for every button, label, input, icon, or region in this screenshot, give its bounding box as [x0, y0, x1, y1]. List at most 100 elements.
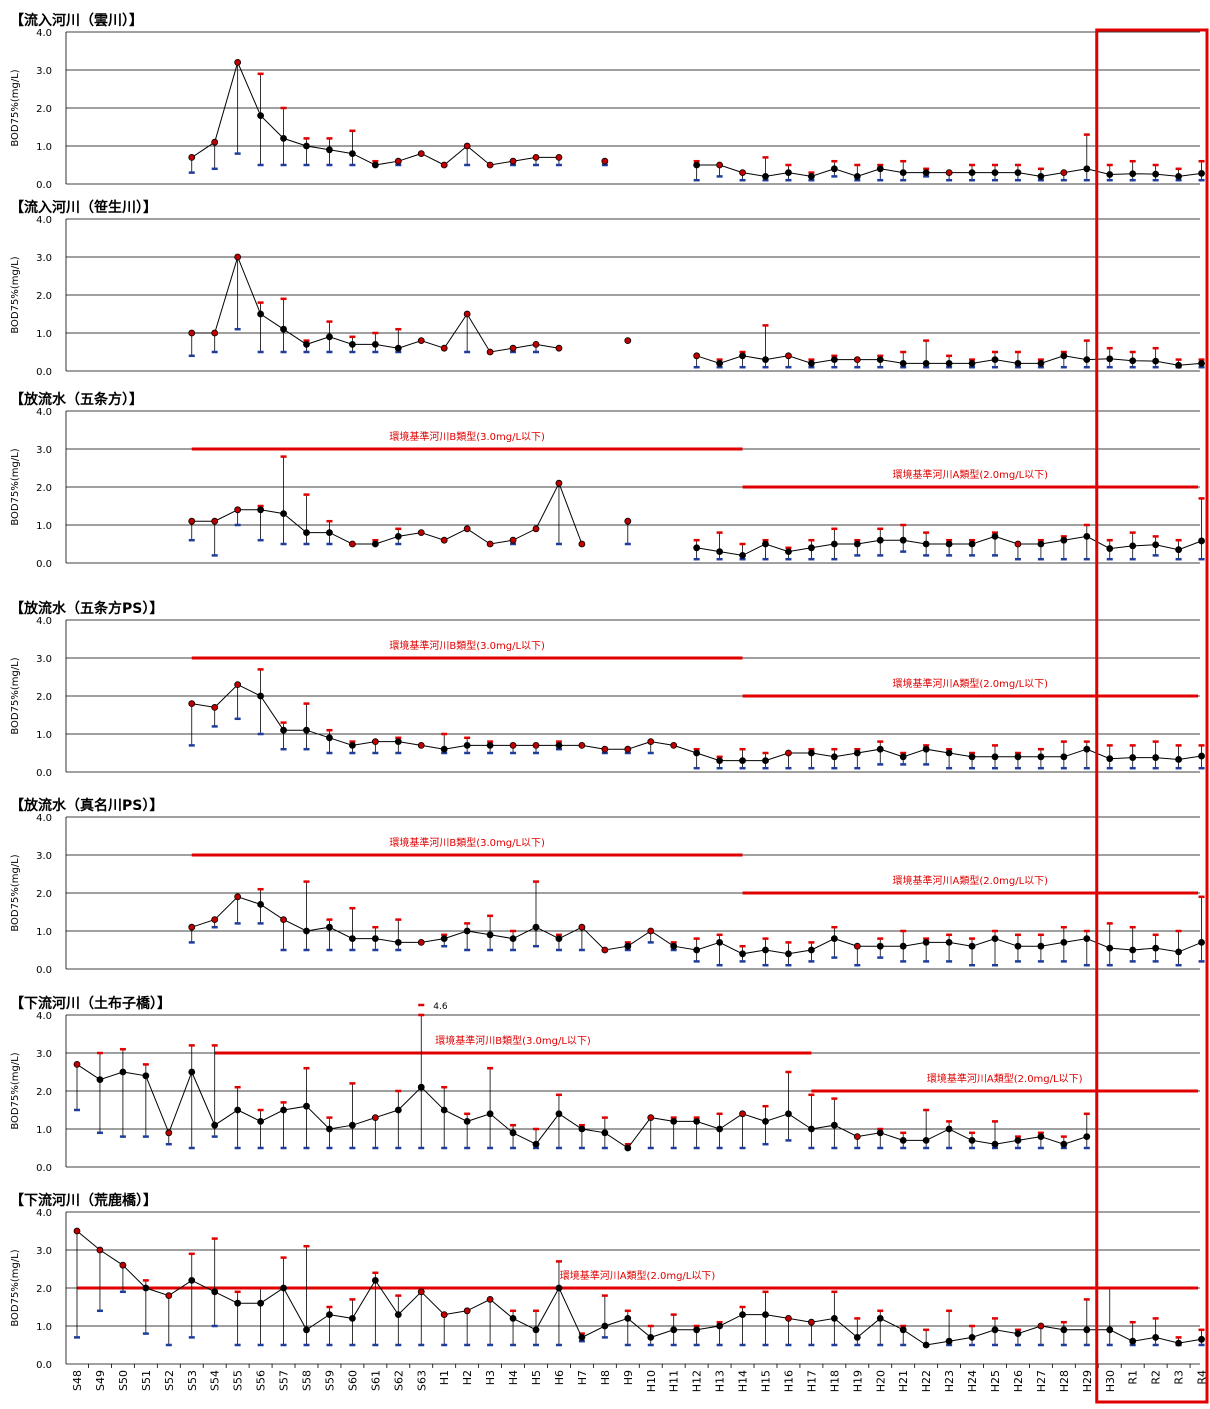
data-point: [509, 157, 517, 165]
data-point: [1060, 1140, 1068, 1148]
y-tick-label: 4.0: [36, 1011, 52, 1022]
data-point: [532, 525, 540, 533]
data-point: [876, 165, 884, 173]
data-point: [578, 742, 586, 749]
data-point: [440, 1311, 448, 1318]
data-point: [234, 893, 242, 901]
y-axis-label: BOD75%(mg/L): [10, 256, 21, 333]
x-tick-label: H3: [484, 1370, 497, 1385]
data-point: [326, 1125, 333, 1133]
panel-1: 【流入河川（笹生川）】 0.0 1.0 2.0 3.0 4.0 BOD75%(mg/L): [10, 199, 1205, 378]
data-point: [624, 1144, 632, 1152]
data-point: [876, 745, 884, 753]
data-point: [670, 742, 678, 749]
data-point: [899, 942, 907, 950]
data-point: [945, 1337, 953, 1345]
data-point: [991, 356, 999, 364]
data-point: [96, 1246, 104, 1254]
x-tick-label: H29: [1081, 1370, 1094, 1392]
y-tick-label: 1.0: [36, 142, 52, 153]
data-point: [463, 142, 471, 150]
x-tick-label: H20: [874, 1370, 887, 1392]
x-tick-label: H27: [1035, 1370, 1048, 1392]
data-point: [394, 738, 402, 745]
standard-label: 環境基準河川A類型(2.0mg/L以下): [560, 1269, 716, 1282]
data-point: [486, 1296, 494, 1303]
y-tick-label: 3.0: [36, 1246, 52, 1257]
data-point: [1106, 755, 1114, 763]
standard-label: 環境基準河川B類型(3.0mg/L以下): [389, 836, 545, 849]
data-point: [371, 161, 379, 169]
data-point: [853, 749, 861, 757]
y-tick-label: 0.0: [36, 559, 52, 570]
data-point: [1037, 1133, 1045, 1140]
data-point: [532, 340, 540, 348]
data-point: [739, 552, 746, 559]
data-point: [211, 329, 219, 337]
x-tick-label: H4: [507, 1370, 520, 1385]
y-tick-label: 1.0: [36, 730, 52, 741]
data-point: [142, 1284, 150, 1292]
data-point: [440, 745, 448, 753]
data-point: [486, 540, 494, 548]
panel-title: 【下流河川（荒鹿橋）】: [10, 1192, 157, 1209]
data-point: [417, 939, 425, 946]
data-point: [165, 1292, 173, 1299]
y-tick-label: 2.0: [36, 104, 52, 115]
data-point: [624, 337, 632, 345]
standard-label: 環境基準河川B類型(3.0mg/L以下): [389, 430, 545, 443]
y-tick-label: 4.0: [36, 407, 52, 418]
x-tick-label: S51: [140, 1370, 153, 1391]
data-point: [371, 935, 379, 942]
data-point: [876, 536, 884, 544]
data-point: [348, 1121, 356, 1129]
data-point: [440, 161, 448, 169]
y-tick-label: 3.0: [36, 445, 52, 456]
data-point: [991, 1326, 999, 1334]
data-point: [1129, 946, 1137, 954]
data-point: [785, 1110, 792, 1118]
x-tick-label: H17: [805, 1370, 818, 1392]
data-point: [532, 742, 540, 749]
data-point: [739, 1110, 746, 1118]
data-point: [280, 726, 287, 734]
data-point: [348, 540, 356, 548]
data-point: [922, 939, 930, 946]
x-tick-label: S48: [71, 1370, 84, 1391]
y-tick-label: 0.0: [36, 1360, 52, 1371]
data-point: [486, 742, 494, 749]
x-tick-label: H24: [966, 1370, 979, 1392]
x-tick-label: H22: [920, 1370, 933, 1392]
data-point: [440, 935, 448, 942]
data-point: [303, 1326, 310, 1334]
data-point: [670, 1118, 678, 1125]
data-point: [417, 529, 425, 536]
y-tick-label: 2.0: [36, 692, 52, 703]
data-point: [578, 1125, 586, 1133]
x-tick-label: S56: [255, 1370, 268, 1391]
data-point: [739, 169, 746, 177]
data-point: [624, 942, 632, 950]
data-point: [853, 1334, 861, 1341]
data-point: [1152, 1334, 1160, 1341]
data-point: [440, 344, 448, 352]
data-point: [73, 1061, 81, 1068]
data-point: [945, 1125, 953, 1133]
panel-title: 【放流水（五条方PS）】: [10, 600, 163, 617]
x-tick-label: H7: [576, 1370, 589, 1385]
data-point: [1037, 753, 1045, 761]
data-point: [280, 134, 287, 142]
data-point: [1083, 745, 1091, 753]
data-point: [1037, 540, 1045, 548]
data-point: [968, 359, 976, 367]
x-tick-label: H30: [1104, 1370, 1117, 1392]
x-tick-label: H1: [438, 1370, 451, 1385]
data-point: [257, 310, 265, 318]
data-point: [1014, 169, 1022, 177]
data-point: [853, 172, 861, 180]
data-point: [303, 142, 310, 150]
data-point: [555, 1284, 563, 1292]
data-point: [257, 692, 265, 700]
data-point: [739, 950, 746, 958]
